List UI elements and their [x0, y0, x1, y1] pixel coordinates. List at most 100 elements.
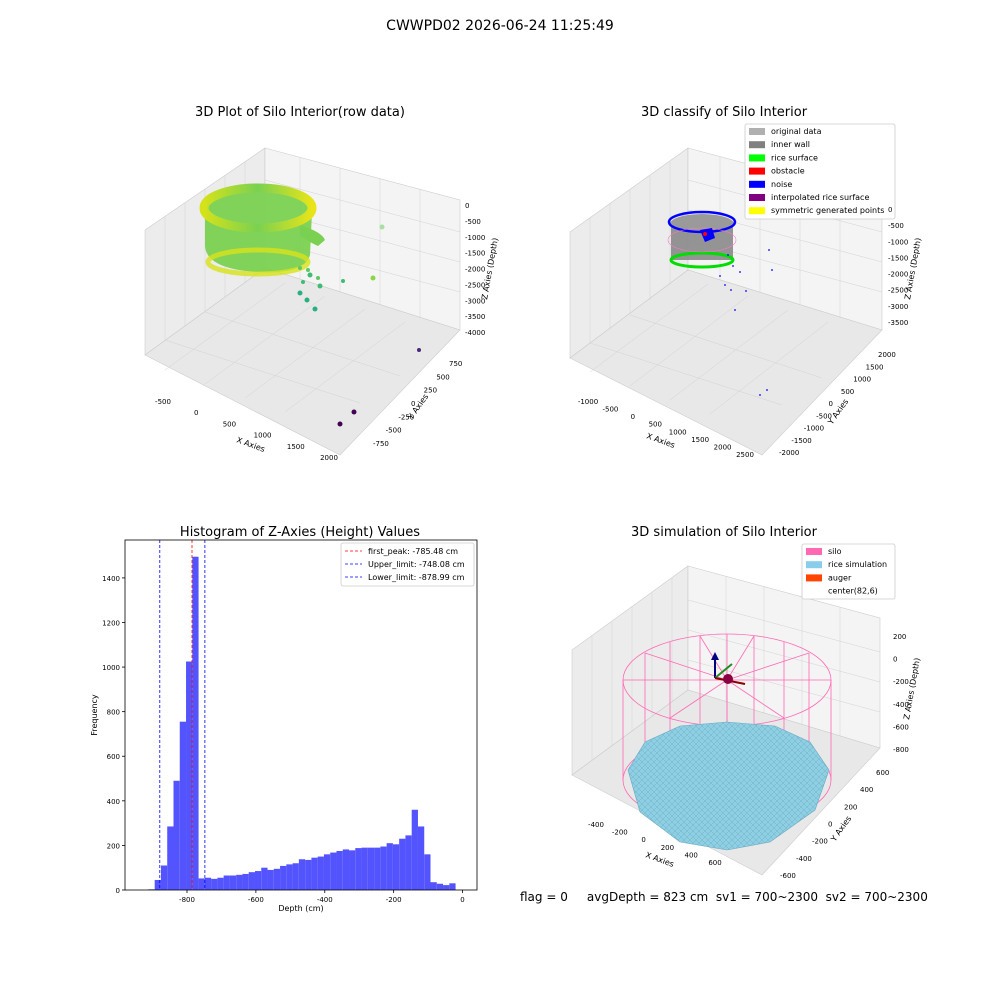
histogram-bar: [336, 850, 343, 890]
z-tick: -1500: [888, 254, 908, 262]
histogram-bar: [217, 877, 224, 890]
histogram-bar: [323, 854, 331, 890]
z-axis-label: Z Axies (Depth): [903, 237, 923, 300]
z-tick: -200: [893, 678, 909, 686]
z-tick: -500: [888, 222, 904, 230]
histogram-bar: [380, 846, 387, 890]
legend-label: Upper_limit: -748.08 cm: [368, 560, 465, 569]
x-tick: -500: [602, 406, 618, 414]
x-tick: 600: [708, 859, 721, 867]
legend-swatch: [749, 167, 765, 175]
histogram-bar: [211, 878, 218, 890]
y-tick: -250: [398, 413, 414, 421]
z-tick: -500: [465, 218, 481, 226]
histogram-bars: [148, 556, 456, 890]
legend-label: rice surface: [771, 153, 818, 162]
histogram-bar: [417, 826, 425, 890]
x-tick: 2000: [714, 443, 732, 451]
x-tick-labels: -1000 -500 0 500 1000 1500 2000 2500: [578, 398, 754, 459]
subplot1-title: 3D Plot of Silo Interior(row data): [195, 105, 405, 120]
x-tick: 500: [649, 421, 662, 429]
z-tick: 0: [888, 206, 892, 214]
y-tick: 750: [449, 360, 462, 368]
x-tick: 0: [641, 836, 645, 844]
subplot3-title: Histogram of Z-Axies (Height) Values: [180, 525, 420, 540]
status-line: flag = 0 avgDepth = 823 cm sv1 = 700~230…: [520, 890, 928, 904]
y-tick: 500: [841, 388, 854, 396]
histogram-bar: [242, 873, 249, 890]
histogram-bar: [267, 869, 274, 890]
x-tick: -400: [588, 821, 604, 829]
legend-label: auger: [828, 573, 852, 582]
x-tick: 1000: [254, 432, 272, 440]
legend-swatch: [749, 180, 765, 188]
histogram-bar: [349, 850, 356, 890]
legend-swatch: [749, 128, 765, 135]
legend-label: original data: [771, 127, 822, 136]
x-tick: 200: [661, 844, 674, 852]
y-tick: 1500: [866, 363, 884, 371]
z-tick: -3000: [465, 297, 485, 305]
histogram-bar: [367, 847, 375, 890]
legend-label: symmetric generated points: [771, 206, 884, 215]
z-tick: -2500: [888, 287, 908, 295]
subplot-simulation-3d: 3D simulation of Silo Interior: [571, 525, 922, 880]
y-tick: 600: [107, 753, 120, 761]
x-tick: -400: [317, 896, 333, 904]
histogram-bar: [361, 847, 368, 890]
y-tick: 0: [411, 400, 415, 408]
histogram-bar: [261, 867, 268, 890]
y-tick-labels: 0 200 400 600 800 1000 1200 1400: [102, 575, 125, 895]
x-tick-labels: -500 0 500 1000 1500 2000: [155, 398, 338, 462]
z-tick: -2000: [888, 271, 908, 279]
x-tick: -1000: [578, 398, 598, 406]
x-tick: 0: [460, 896, 464, 904]
classified-points: [667, 210, 773, 396]
z-tick: -400: [893, 701, 909, 709]
legend-histogram: first_peak: -785.48 cm Upper_limit: -748.…: [340, 542, 475, 587]
histogram-bar: [430, 882, 437, 890]
x-tick: 0: [194, 409, 198, 417]
x-tick: -200: [612, 829, 628, 837]
histogram-bar: [223, 875, 230, 890]
plot-frame: [124, 539, 478, 891]
histogram-bar: [192, 556, 199, 890]
y-tick: 1000: [102, 664, 120, 672]
legend-swatch: [749, 207, 765, 215]
y-tick: 600: [876, 769, 889, 777]
z-axis-label: Z Axies (Depth): [902, 657, 922, 720]
histogram-bar: [160, 865, 168, 890]
z-tick: -1500: [465, 250, 485, 258]
legend-swatch: [806, 574, 822, 582]
z-tick: 0: [465, 202, 469, 210]
histogram-bar: [167, 826, 174, 890]
x-tick: -500: [155, 398, 171, 406]
histogram-bar: [311, 857, 318, 890]
x-tick: 2000: [320, 454, 338, 462]
figure-title: CWWPD02 2026-06-24 11:25:49: [386, 18, 614, 34]
legend-swatch: [806, 548, 822, 555]
y-tick: 0: [116, 887, 120, 895]
histogram-bar: [286, 864, 293, 890]
histogram-bar: [392, 844, 400, 890]
legend-label: noise: [771, 180, 792, 189]
legend-classify: original data inner wall rice surface obsta…: [744, 123, 896, 220]
histogram-bar: [436, 883, 444, 890]
z-tick-labels: 0 -500 -1000 -1500 -2000 -2500 -3000 -3500 -4000: [465, 202, 485, 337]
y-axis-label: Y Axies: [406, 392, 431, 422]
x-axis-label: Depth (cm): [278, 904, 323, 913]
z-tick: -3500: [465, 313, 485, 321]
y-tick: 200: [844, 803, 857, 811]
y-tick: 400: [860, 786, 873, 794]
histogram-bar: [443, 885, 450, 890]
histogram-bar: [254, 871, 262, 890]
x-tick-labels: -400 -200 0 200 400 600: [588, 821, 722, 867]
y-tick: -400: [796, 855, 812, 863]
histogram-bar: [204, 877, 212, 890]
x-tick: 500: [223, 420, 236, 428]
y-tick: 0: [828, 821, 832, 829]
y-tick: -1500: [791, 437, 811, 445]
z-tick: 200: [893, 633, 906, 641]
z-tick: -3500: [888, 319, 908, 327]
